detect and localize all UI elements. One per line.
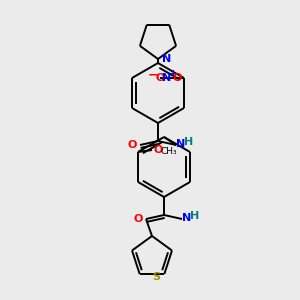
Text: CH₃: CH₃ <box>161 146 177 155</box>
Text: O: O <box>127 140 137 150</box>
Text: +: + <box>169 70 176 79</box>
Text: O: O <box>153 145 163 155</box>
Text: N: N <box>176 139 186 149</box>
Text: N: N <box>162 73 172 83</box>
Text: O: O <box>172 73 182 83</box>
Text: N: N <box>162 54 171 64</box>
Text: O: O <box>155 73 165 83</box>
Text: H: H <box>184 137 194 147</box>
Text: −: − <box>148 68 158 82</box>
Text: H: H <box>190 211 200 221</box>
Text: S: S <box>152 272 160 282</box>
Text: O: O <box>133 214 143 224</box>
Text: N: N <box>182 213 192 223</box>
